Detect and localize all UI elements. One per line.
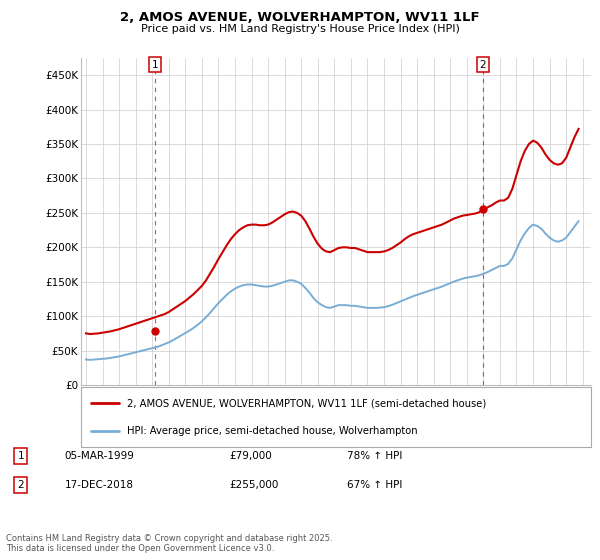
Text: Price paid vs. HM Land Registry's House Price Index (HPI): Price paid vs. HM Land Registry's House … [140, 24, 460, 34]
Text: HPI: Average price, semi-detached house, Wolverhampton: HPI: Average price, semi-detached house,… [127, 426, 418, 436]
FancyBboxPatch shape [81, 387, 591, 447]
Text: 78% ↑ HPI: 78% ↑ HPI [347, 451, 403, 461]
Text: £79,000: £79,000 [229, 451, 272, 461]
Text: 2: 2 [17, 480, 24, 490]
Text: 67% ↑ HPI: 67% ↑ HPI [347, 480, 403, 490]
Text: 2, AMOS AVENUE, WOLVERHAMPTON, WV11 1LF: 2, AMOS AVENUE, WOLVERHAMPTON, WV11 1LF [120, 11, 480, 24]
Text: 17-DEC-2018: 17-DEC-2018 [65, 480, 134, 490]
Text: 1: 1 [152, 59, 158, 69]
Text: 2, AMOS AVENUE, WOLVERHAMPTON, WV11 1LF (semi-detached house): 2, AMOS AVENUE, WOLVERHAMPTON, WV11 1LF … [127, 398, 486, 408]
Text: Contains HM Land Registry data © Crown copyright and database right 2025.
This d: Contains HM Land Registry data © Crown c… [6, 534, 332, 553]
Text: £255,000: £255,000 [229, 480, 279, 490]
Text: 05-MAR-1999: 05-MAR-1999 [65, 451, 134, 461]
Text: 1: 1 [17, 451, 24, 461]
Text: 2: 2 [479, 59, 486, 69]
